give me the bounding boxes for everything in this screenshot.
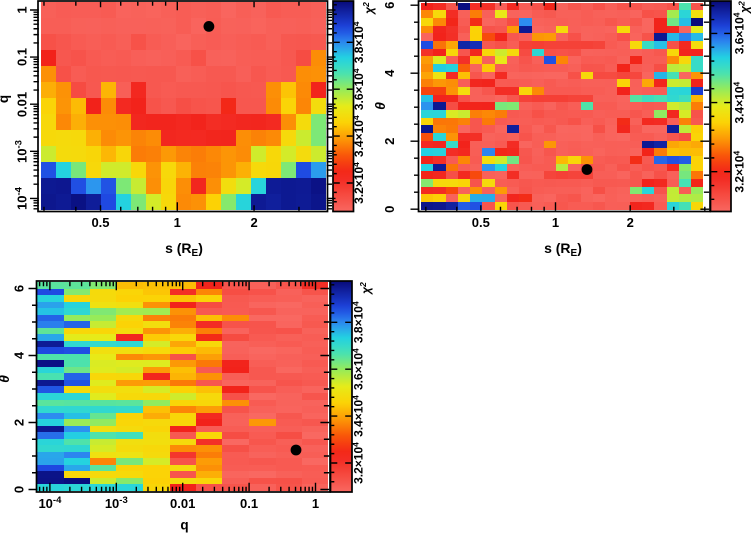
svg-text:0.01: 0.01 — [170, 496, 195, 511]
svg-text:3.8×104: 3.8×104 — [351, 301, 366, 343]
svg-text:2: 2 — [250, 215, 257, 230]
svg-text:0.5: 0.5 — [472, 215, 490, 230]
svg-text:2: 2 — [382, 138, 397, 145]
svg-text:θ: θ — [372, 102, 388, 110]
svg-text:0: 0 — [382, 206, 397, 213]
svg-text:3.8×104: 3.8×104 — [351, 21, 366, 63]
svg-text:0.1: 0.1 — [15, 48, 30, 66]
svg-text:3.6×104: 3.6×104 — [351, 348, 366, 390]
svg-text:6: 6 — [12, 285, 27, 292]
svg-text:0.01: 0.01 — [15, 92, 30, 117]
svg-text:3.4×104: 3.4×104 — [732, 81, 747, 123]
svg-text:3.4×104: 3.4×104 — [351, 395, 366, 437]
svg-text:4: 4 — [12, 351, 27, 359]
svg-text:4: 4 — [382, 69, 397, 77]
svg-text:0.1: 0.1 — [240, 496, 258, 511]
svg-text:1: 1 — [312, 496, 319, 511]
svg-text:3.2×104: 3.2×104 — [732, 151, 747, 193]
svg-text:1: 1 — [174, 215, 181, 230]
svg-text:1: 1 — [15, 6, 30, 13]
svg-text:q: q — [180, 518, 188, 533]
svg-text:3.2×104: 3.2×104 — [351, 162, 366, 204]
svg-text:q: q — [0, 95, 11, 103]
svg-text:2: 2 — [12, 419, 27, 426]
svg-text:3.6×104: 3.6×104 — [732, 12, 747, 54]
svg-text:3.2×104: 3.2×104 — [351, 442, 366, 484]
svg-text:1: 1 — [552, 215, 559, 230]
svg-text:0.5: 0.5 — [91, 215, 109, 230]
svg-text:θ: θ — [0, 375, 12, 383]
svg-text:3.4×104: 3.4×104 — [351, 115, 366, 157]
svg-text:0: 0 — [12, 486, 27, 493]
svg-text:6: 6 — [382, 2, 397, 9]
svg-text:3.6×104: 3.6×104 — [351, 68, 366, 110]
svg-text:2: 2 — [627, 215, 634, 230]
